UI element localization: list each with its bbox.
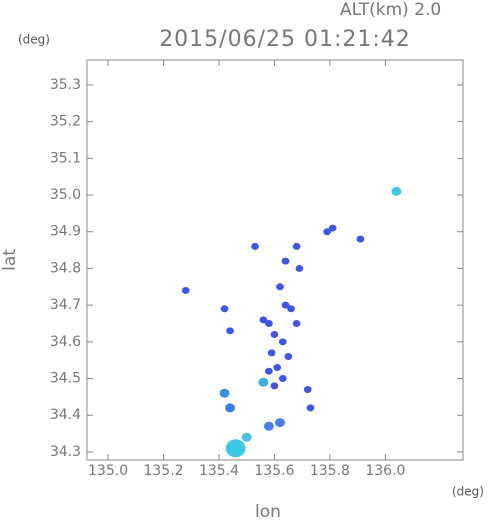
x-tick-label: 135.0 bbox=[88, 463, 128, 479]
echo-cell bbox=[281, 301, 290, 309]
y-tick-label: 35.0 bbox=[50, 187, 81, 203]
echo-cell bbox=[225, 439, 246, 458]
echo-cell bbox=[281, 257, 290, 265]
echo-cell bbox=[287, 305, 295, 313]
echo-cell bbox=[292, 319, 301, 327]
y-tick-label: 34.7 bbox=[50, 297, 81, 313]
subtitle: ALT(km) 2.0 bbox=[340, 0, 441, 20]
echo-cell bbox=[225, 403, 236, 413]
echo-cell bbox=[278, 338, 287, 346]
y-tick-label: 35.3 bbox=[50, 77, 81, 93]
y-tick-label: 35.2 bbox=[50, 114, 81, 130]
echo-cell bbox=[265, 367, 273, 375]
echo-cell bbox=[220, 305, 229, 313]
y-tick-label: 34.6 bbox=[50, 334, 81, 350]
y-tick-label: 34.9 bbox=[50, 224, 81, 240]
x-tick-label: 135.4 bbox=[199, 463, 239, 479]
echo-cell bbox=[259, 316, 268, 324]
plot-frame bbox=[86, 59, 464, 461]
echo-cell bbox=[306, 404, 315, 412]
echo-cell bbox=[219, 388, 230, 398]
y-label: lat bbox=[0, 249, 20, 271]
echo-cell bbox=[258, 377, 269, 387]
echo-cell bbox=[278, 375, 287, 383]
x-tick-label: 135.8 bbox=[310, 463, 350, 479]
echo-cell bbox=[273, 364, 282, 372]
echo-cell bbox=[181, 286, 190, 294]
x-tick-label: 135.2 bbox=[143, 463, 183, 479]
echo-cell bbox=[275, 418, 285, 428]
echo-cell bbox=[270, 382, 279, 390]
echo-cell bbox=[241, 432, 252, 442]
echo-cell bbox=[263, 421, 274, 431]
y-tick-label: 34.4 bbox=[50, 407, 81, 423]
chart-title: 2015/06/25 01:21:42 bbox=[159, 27, 411, 52]
echo-cell bbox=[251, 242, 259, 250]
echo-cell bbox=[265, 319, 273, 327]
y-tick-label: 35.1 bbox=[50, 150, 81, 166]
x-tick-label: 135.6 bbox=[254, 463, 294, 479]
echo-cell bbox=[303, 386, 312, 394]
echo-cell bbox=[226, 327, 234, 335]
echo-cell bbox=[328, 224, 337, 232]
x-label: lon bbox=[255, 502, 281, 521]
echo-cell bbox=[267, 349, 276, 357]
echo-cell bbox=[292, 242, 301, 250]
echo-cell bbox=[391, 186, 402, 196]
echo-cell bbox=[284, 353, 293, 361]
echo-cell bbox=[276, 283, 284, 291]
x-tick-label: 136.0 bbox=[365, 463, 405, 479]
echo-cell bbox=[295, 264, 304, 272]
echo-cell bbox=[323, 228, 331, 236]
echo-cell bbox=[270, 330, 279, 338]
echo-cell bbox=[356, 235, 365, 243]
x-unit: (deg) bbox=[452, 485, 484, 499]
y-tick-label: 34.8 bbox=[50, 260, 81, 276]
y-tick-label: 34.3 bbox=[50, 444, 81, 460]
y-unit: (deg) bbox=[18, 33, 50, 47]
y-tick-label: 34.5 bbox=[50, 371, 81, 387]
